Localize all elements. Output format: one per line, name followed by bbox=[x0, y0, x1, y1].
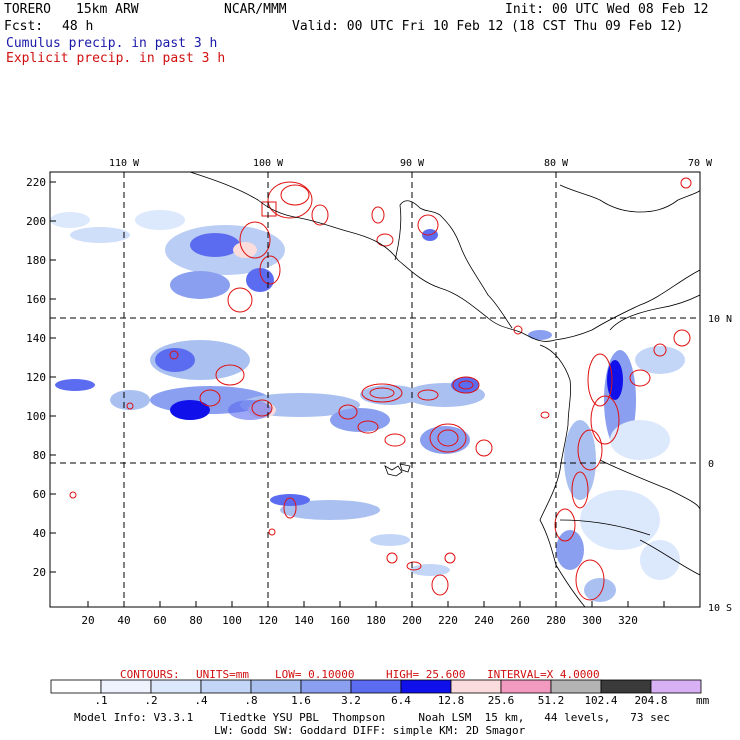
colorbar-cell bbox=[250, 679, 302, 694]
colorbar-label: 204.8 bbox=[634, 694, 668, 707]
fcst-hours: 48 h bbox=[62, 19, 94, 34]
lat-lon-grid bbox=[50, 172, 700, 607]
explicit-precip-contours bbox=[69, 177, 692, 601]
x-tick-label: 60 bbox=[153, 614, 166, 627]
x-tick-label: 80 bbox=[189, 614, 202, 627]
x-tick-label: 220 bbox=[438, 614, 458, 627]
x-tick-label: 20 bbox=[81, 614, 94, 627]
top-lon-label: 80 W bbox=[544, 158, 569, 169]
colorbar-cell bbox=[400, 679, 452, 694]
colorbar-unit: mm bbox=[696, 694, 710, 707]
x-tick-labels: 20 40 60 80 100 120 140 160 180 200 220 … bbox=[81, 614, 638, 627]
colorbar-label: .4 bbox=[194, 694, 208, 707]
axis-ticks bbox=[50, 181, 665, 607]
center-name: NCAR/MMM bbox=[224, 2, 287, 17]
top-lon-labels: 110 W 100 W 90 W 80 W 70 W bbox=[109, 158, 713, 169]
x-tick-label: 100 bbox=[222, 614, 242, 627]
x-tick-label: 180 bbox=[366, 614, 386, 627]
colorbar-cell bbox=[350, 679, 402, 694]
x-tick-label: 320 bbox=[618, 614, 638, 627]
model-resolution: 15km ARW bbox=[76, 2, 139, 17]
colorbar-cell bbox=[100, 679, 152, 694]
y-tick-label: 160 bbox=[26, 293, 46, 306]
y-tick-label: 20 bbox=[33, 566, 46, 579]
field-explicit-label: Explicit precip. in past 3 h bbox=[6, 51, 226, 66]
contours-interval: INTERVAL=X 4.0000 bbox=[487, 668, 600, 681]
right-lat-label: 10 S bbox=[708, 603, 732, 614]
colorbar-cell bbox=[200, 679, 252, 694]
colorbar-cell bbox=[650, 679, 702, 694]
contours-units: UNITS=mm bbox=[196, 668, 249, 681]
field-cumulus-label: Cumulus precip. in past 3 h bbox=[6, 36, 218, 51]
top-lon-label: 110 W bbox=[109, 158, 140, 169]
model-info-line: Model Info: V3.3.1 Tiedtke YSU PBL Thomp… bbox=[74, 711, 671, 724]
model-name: TORERO bbox=[4, 2, 51, 17]
fcst-label: Fcst: bbox=[4, 19, 44, 34]
top-lon-label: 70 W bbox=[688, 158, 713, 169]
colorbar-label: .2 bbox=[144, 694, 158, 707]
top-lon-label: 100 W bbox=[253, 158, 284, 169]
x-tick-label: 260 bbox=[510, 614, 530, 627]
y-tick-labels: 220 200 180 160 140 120 100 80 60 40 20 bbox=[26, 176, 46, 579]
colorbar bbox=[50, 679, 702, 694]
y-tick-label: 140 bbox=[26, 332, 46, 345]
colorbar-label: 51.2 bbox=[537, 694, 565, 707]
top-lon-label: 90 W bbox=[400, 158, 425, 169]
colorbar-cell bbox=[450, 679, 502, 694]
x-tick-label: 200 bbox=[402, 614, 422, 627]
init-time: Init: 00 UTC Wed 08 Feb 12 bbox=[505, 2, 709, 17]
x-tick-label: 120 bbox=[258, 614, 278, 627]
y-tick-label: 220 bbox=[26, 176, 46, 189]
precip-fields bbox=[50, 172, 700, 607]
y-tick-label: 40 bbox=[33, 527, 46, 540]
x-tick-label: 40 bbox=[117, 614, 130, 627]
colorbar-cell bbox=[50, 679, 102, 694]
x-tick-label: 140 bbox=[294, 614, 314, 627]
map-frame bbox=[49, 171, 701, 608]
colorbar-label: 102.4 bbox=[584, 694, 618, 707]
colorbar-label: 12.8 bbox=[437, 694, 465, 707]
contours-low: LOW= 0.10000 bbox=[275, 668, 355, 681]
colorbar-cell bbox=[600, 679, 652, 694]
colorbar-cell bbox=[550, 679, 602, 694]
y-tick-label: 80 bbox=[33, 449, 46, 462]
cumulus-precip-shading bbox=[50, 210, 685, 602]
x-tick-label: 160 bbox=[330, 614, 350, 627]
model-physics-line: LW: Godd SW: Goddard DIFF: simple KM: 2D… bbox=[214, 724, 526, 737]
contours-high: HIGH= 25.600 bbox=[386, 668, 466, 681]
colorbar-label: 1.6 bbox=[291, 694, 311, 707]
colorbar-cell bbox=[500, 679, 552, 694]
y-tick-label: 60 bbox=[33, 488, 46, 501]
contours-label: CONTOURS: bbox=[120, 668, 180, 681]
colorbar-cell bbox=[300, 679, 352, 694]
colorbar-label: 25.6 bbox=[487, 694, 515, 707]
right-lat-label: 0 bbox=[708, 459, 714, 470]
x-tick-label: 280 bbox=[546, 614, 566, 627]
valid-time: Valid: 00 UTC Fri 10 Feb 12 (18 CST Thu … bbox=[292, 19, 684, 34]
colorbar-label: .8 bbox=[244, 694, 258, 707]
colorbar-cell bbox=[150, 679, 202, 694]
y-tick-label: 200 bbox=[26, 215, 46, 228]
x-tick-label: 240 bbox=[474, 614, 494, 627]
right-lat-label: 10 N bbox=[708, 314, 732, 325]
x-tick-label: 300 bbox=[582, 614, 602, 627]
colorbar-label: .1 bbox=[94, 694, 108, 707]
colorbar-label: 3.2 bbox=[341, 694, 361, 707]
colorbar-label: 6.4 bbox=[391, 694, 411, 707]
right-lat-labels: 10 N 0 10 S bbox=[708, 314, 732, 614]
y-tick-label: 120 bbox=[26, 371, 46, 384]
y-tick-label: 100 bbox=[26, 410, 46, 423]
y-tick-label: 180 bbox=[26, 254, 46, 267]
